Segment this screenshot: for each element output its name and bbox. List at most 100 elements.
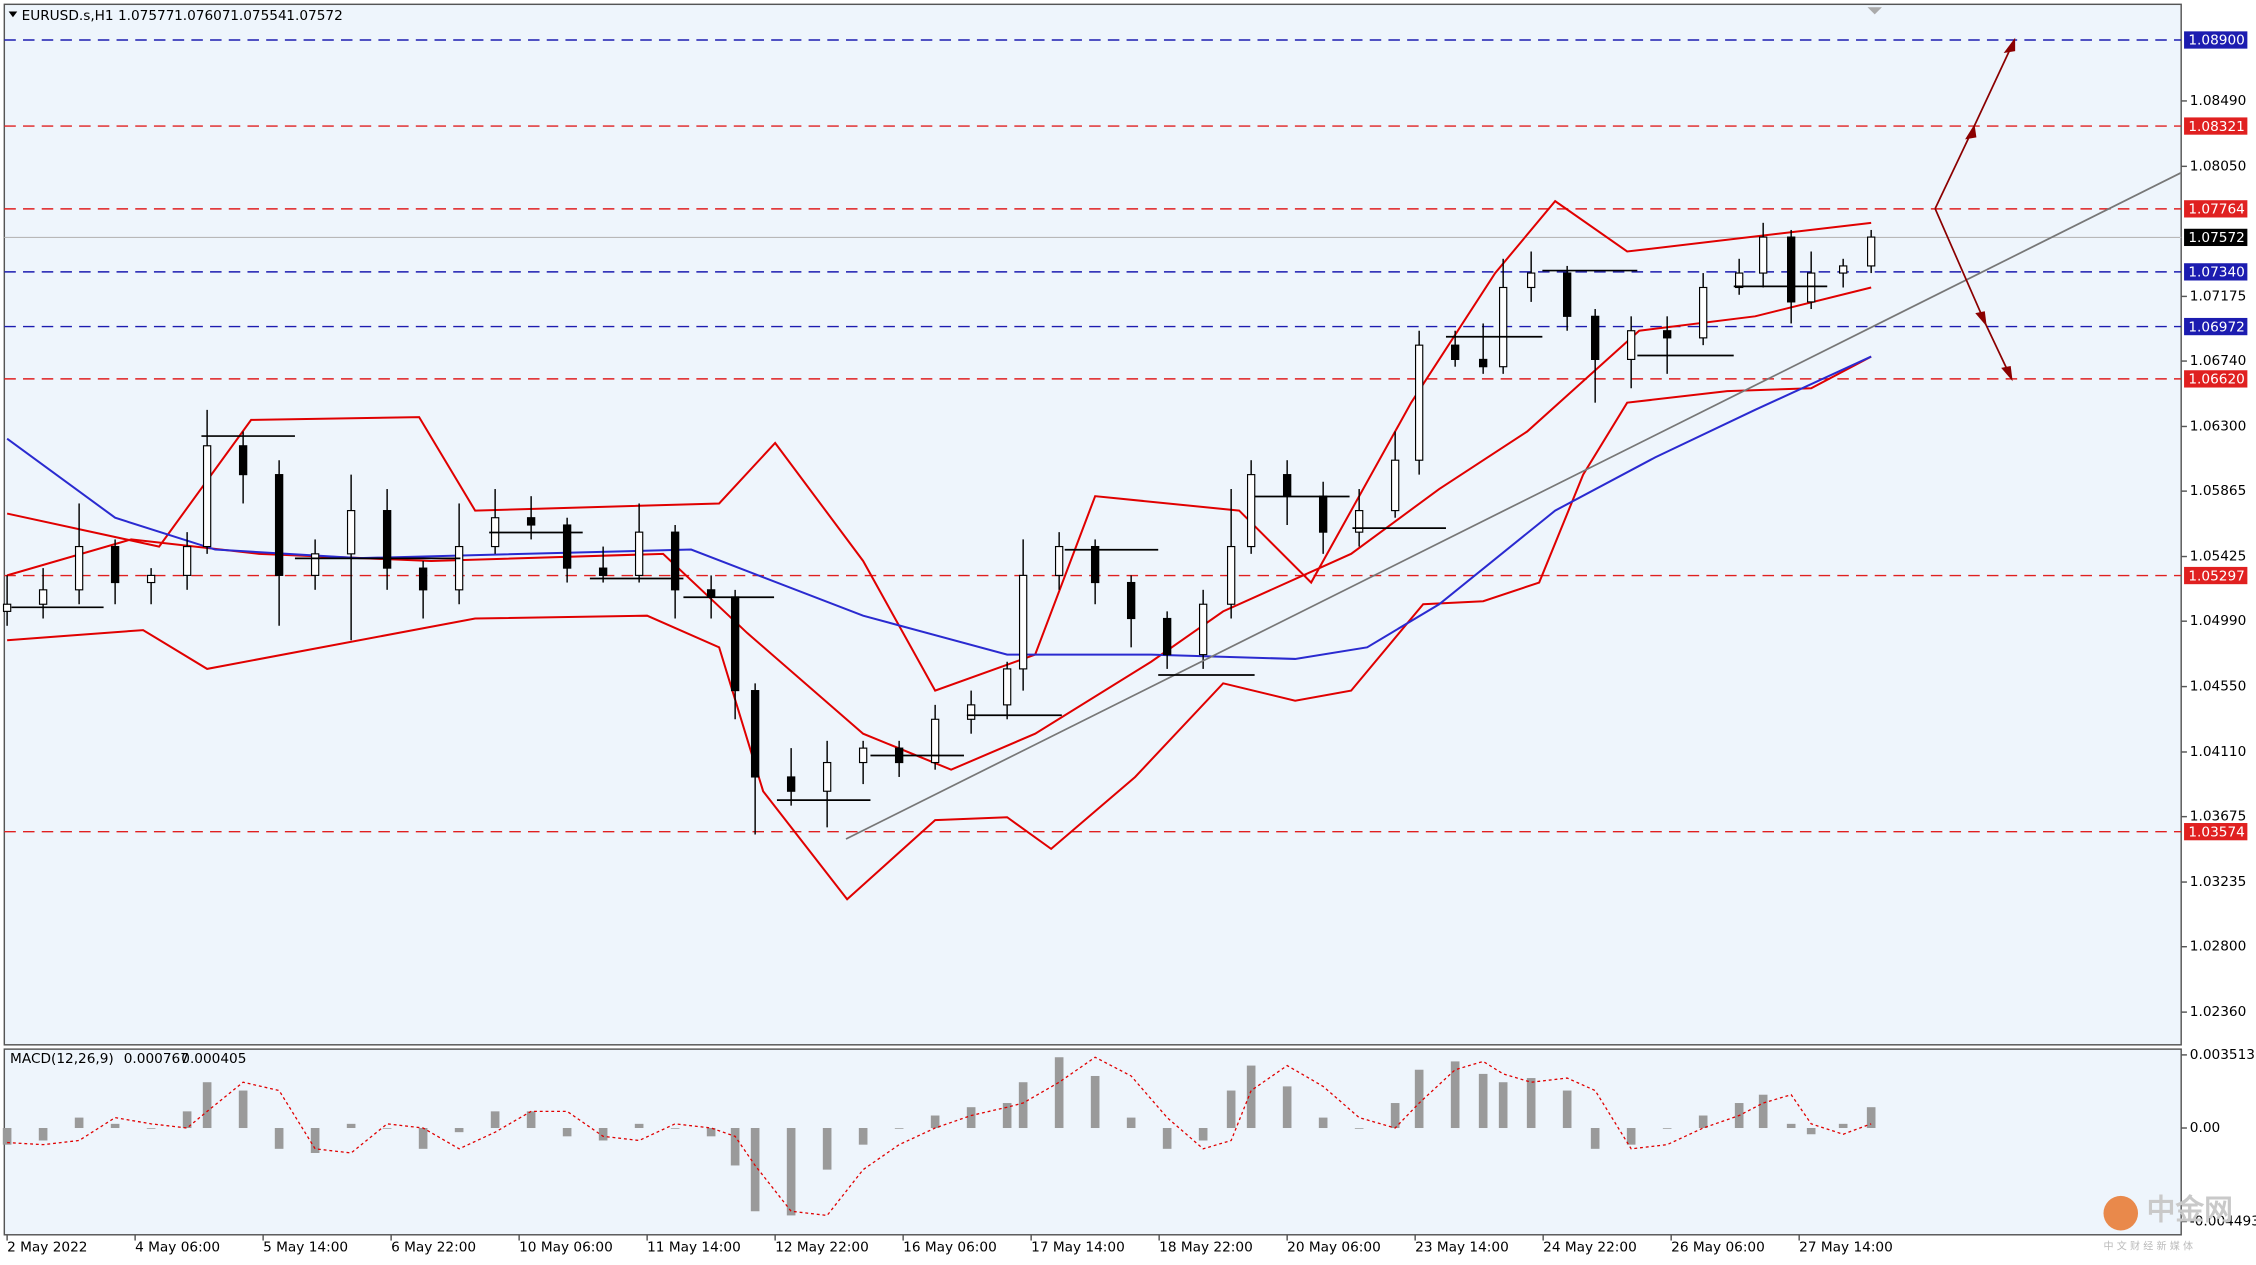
level-label: 1.03574 bbox=[2188, 824, 2244, 840]
level-label: 1.08900 bbox=[2188, 33, 2244, 49]
level-label: 1.05297 bbox=[2188, 568, 2244, 584]
macd-bar bbox=[2, 1128, 12, 1145]
y-tick-label: 1.08490 bbox=[2190, 93, 2246, 109]
macd-bar bbox=[1758, 1094, 1768, 1129]
macd-signal bbox=[7, 1056, 1872, 1217]
macd-bar bbox=[238, 1090, 248, 1129]
level-label-box bbox=[2184, 117, 2248, 135]
candle-body bbox=[202, 445, 212, 548]
x-tick-label: 18 May 22:00 bbox=[1159, 1240, 1253, 1256]
candle-body bbox=[930, 718, 940, 764]
macd-title: MACD(12,26,9) bbox=[10, 1051, 114, 1067]
candle-body bbox=[634, 531, 644, 576]
candle-body bbox=[1662, 330, 1672, 339]
macd-bar bbox=[750, 1128, 760, 1212]
watermark-logo bbox=[2103, 1195, 2139, 1231]
macd-bar bbox=[418, 1128, 428, 1149]
macd-bar bbox=[1866, 1107, 1876, 1129]
macd-bar bbox=[1498, 1082, 1508, 1129]
y-tick-label: 1.06740 bbox=[2190, 353, 2246, 369]
candle-body bbox=[74, 545, 84, 591]
x-tick-label: 16 May 06:00 bbox=[903, 1240, 997, 1256]
candle-body bbox=[966, 704, 976, 720]
macd-bar bbox=[1526, 1078, 1536, 1129]
macd-bar bbox=[1054, 1057, 1064, 1129]
candle-body bbox=[1198, 603, 1208, 656]
candle-body bbox=[1246, 474, 1256, 548]
arrow-head bbox=[1975, 311, 1987, 327]
macd-bar bbox=[670, 1128, 680, 1129]
macd-bar bbox=[1838, 1123, 1848, 1129]
candle-body bbox=[182, 545, 192, 576]
arrow-head bbox=[1965, 124, 1977, 140]
candle-body bbox=[598, 567, 608, 576]
quote-close: 1.07572 bbox=[286, 8, 342, 24]
x-tick-label: 11 May 14:00 bbox=[647, 1240, 741, 1256]
pivot-marks bbox=[11, 269, 1828, 802]
macd-bar bbox=[146, 1128, 156, 1129]
watermark: 中金网 bbox=[2147, 1193, 2233, 1227]
indicator-line bbox=[6, 286, 1872, 771]
candle-body bbox=[1478, 358, 1488, 368]
candle-body bbox=[1734, 272, 1744, 289]
macd-bar bbox=[1126, 1117, 1136, 1129]
macd-bar bbox=[598, 1128, 608, 1141]
candle-body bbox=[110, 545, 120, 584]
shift-marker bbox=[1867, 7, 1882, 15]
macd-bar bbox=[310, 1128, 320, 1153]
macd-bar bbox=[1226, 1090, 1236, 1129]
menu-triangle[interactable] bbox=[8, 11, 18, 18]
x-tick-label: 23 May 14:00 bbox=[1415, 1240, 1509, 1256]
candle-body bbox=[1414, 344, 1424, 461]
y-tick-label: 1.04990 bbox=[2190, 613, 2246, 629]
candle-body bbox=[1806, 272, 1816, 303]
macd-bar bbox=[1450, 1061, 1460, 1129]
macd-bar bbox=[706, 1128, 716, 1137]
macd-bar bbox=[786, 1128, 796, 1216]
y-tick-label: 1.05425 bbox=[2190, 549, 2246, 565]
macd-bar bbox=[1282, 1086, 1292, 1129]
macd-bar bbox=[562, 1128, 572, 1137]
quote-low: 1.07554 bbox=[230, 8, 286, 24]
macd-bar bbox=[1590, 1128, 1600, 1149]
y-tick-label: 1.03235 bbox=[2190, 874, 2246, 890]
watermark-sub: 中 文 财 经 新 媒 体 bbox=[2103, 1239, 2193, 1252]
candle-body bbox=[1526, 272, 1536, 289]
macd-bar bbox=[1806, 1128, 1816, 1135]
indicator-line bbox=[6, 355, 1872, 660]
candle-body bbox=[38, 589, 48, 605]
candle-body bbox=[1126, 581, 1136, 620]
candle-body bbox=[822, 761, 832, 792]
x-tick-label: 5 May 14:00 bbox=[263, 1240, 348, 1256]
macd-signal-value: 0.000405 bbox=[181, 1051, 246, 1067]
candle-body bbox=[346, 510, 356, 555]
macd-value: 0.000767 bbox=[124, 1051, 189, 1067]
macd-bar bbox=[1786, 1123, 1796, 1129]
candle-body bbox=[1698, 286, 1708, 339]
x-tick-label: 2 May 2022 bbox=[7, 1240, 87, 1256]
candle-body bbox=[1002, 668, 1012, 706]
y-tick-label: 1.04550 bbox=[2190, 679, 2246, 695]
macd-bar bbox=[1246, 1065, 1256, 1129]
macd-bar bbox=[490, 1111, 500, 1129]
candle-body bbox=[1090, 545, 1100, 584]
macd-tick-label: 0.00 bbox=[2190, 1120, 2220, 1136]
level-label-box bbox=[2184, 228, 2248, 247]
level-label-box bbox=[2184, 317, 2248, 336]
candle-body bbox=[1758, 236, 1768, 274]
x-tick-label: 4 May 06:00 bbox=[135, 1240, 220, 1256]
arrow-head bbox=[2003, 37, 2016, 54]
macd-bar bbox=[1662, 1128, 1672, 1129]
candle-body bbox=[382, 510, 392, 569]
macd-bar bbox=[1390, 1103, 1400, 1129]
candle-body bbox=[1562, 272, 1572, 317]
x-tick-label: 26 May 06:00 bbox=[1671, 1240, 1765, 1256]
candle-body bbox=[1054, 545, 1064, 576]
candle-body bbox=[1162, 617, 1172, 656]
level-label-box bbox=[2184, 200, 2248, 218]
level-label: 1.07572 bbox=[2188, 230, 2244, 246]
macd-bar bbox=[74, 1117, 84, 1129]
macd-bar bbox=[526, 1111, 536, 1129]
candle-body bbox=[418, 567, 428, 591]
candle-body bbox=[1786, 236, 1796, 303]
